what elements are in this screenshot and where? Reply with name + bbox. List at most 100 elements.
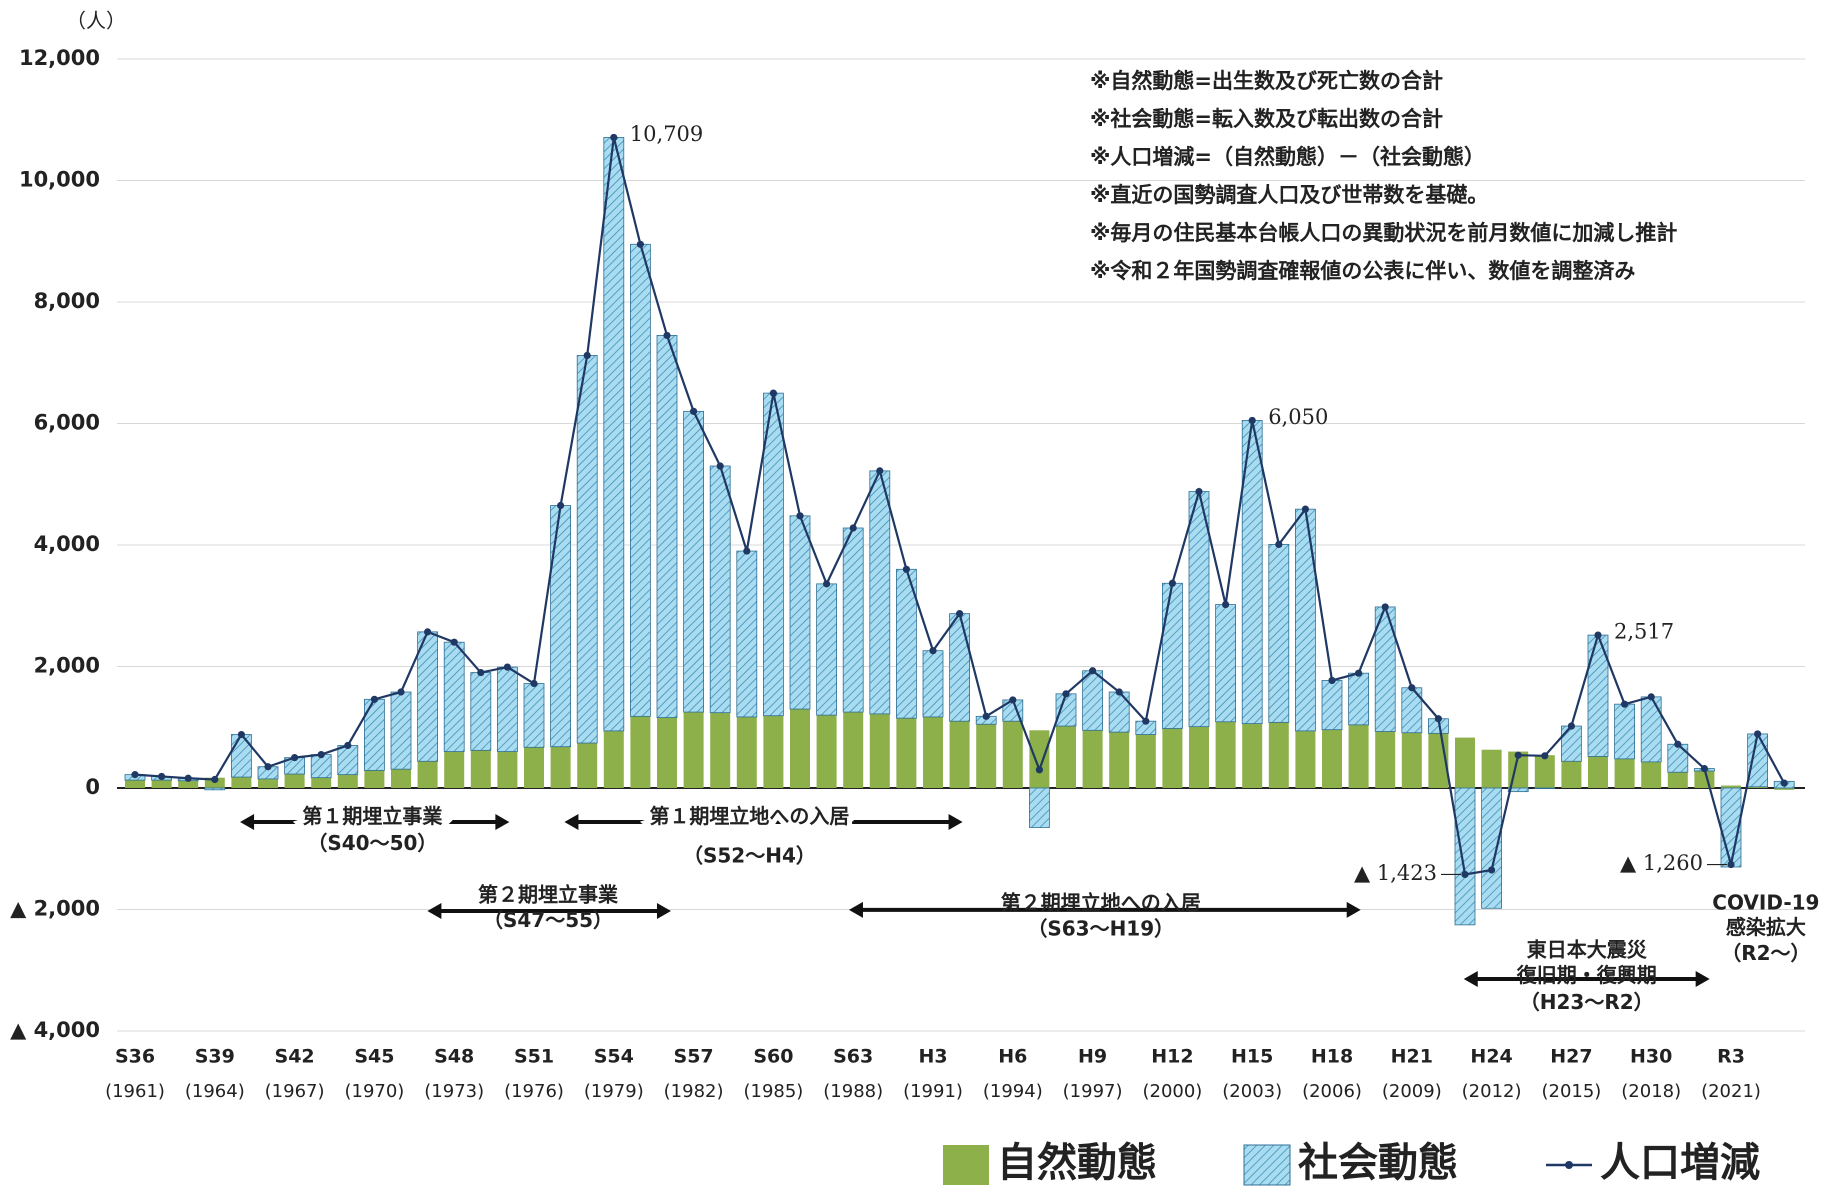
line-marker [690, 407, 698, 415]
line-marker [583, 351, 591, 360]
y-tick-label: 8,000 [34, 289, 100, 313]
line-marker [823, 580, 831, 588]
x-tick-label: S42 [275, 1046, 315, 1068]
bar [709, 465, 731, 714]
bar [1640, 696, 1662, 763]
line-marker [1142, 717, 1150, 725]
bar [1481, 787, 1502, 909]
line-marker [317, 750, 325, 759]
bar [1641, 761, 1662, 788]
x-tick-label: H21 [1391, 1046, 1433, 1068]
bar [1667, 772, 1688, 788]
x-tick-label: S60 [753, 1046, 793, 1068]
bar [1375, 731, 1396, 788]
arrow-head [240, 814, 255, 831]
line-marker [1647, 693, 1655, 701]
bar [258, 778, 278, 788]
bar [1348, 672, 1369, 726]
line-marker [1567, 722, 1575, 730]
line-marker [1035, 766, 1043, 774]
line-marker [929, 647, 937, 655]
x-tick-label: S57 [674, 1046, 714, 1068]
x-tick-year: (1976) [504, 1081, 564, 1102]
line-marker [1355, 669, 1363, 677]
bar [1321, 680, 1343, 731]
bar [576, 355, 598, 744]
bar [1614, 758, 1635, 788]
x-tick-year: (1997) [1063, 1081, 1123, 1102]
line-marker [397, 688, 405, 696]
y-tick-label: 0 [85, 775, 100, 799]
bar [1162, 728, 1183, 788]
bar [1322, 729, 1342, 788]
line-marker [1754, 730, 1762, 738]
bar [603, 730, 624, 788]
bar [1507, 787, 1529, 793]
line-marker [902, 565, 911, 573]
x-tick-year: (1988) [823, 1081, 883, 1102]
arrow-head [495, 814, 510, 831]
value-label: 6,050 [1268, 405, 1328, 429]
line-marker [1514, 751, 1522, 759]
bar [843, 712, 864, 788]
x-tick-label: S54 [594, 1046, 634, 1068]
legend-label: 社会動態 [1298, 1140, 1458, 1186]
bar [949, 721, 970, 788]
line-marker [264, 763, 272, 771]
bar [1268, 722, 1289, 788]
line-marker [1461, 870, 1469, 879]
line-marker [1594, 631, 1602, 639]
line-marker [1275, 540, 1283, 548]
line-marker [1115, 688, 1123, 696]
y-tick-label: ▲ 4,000 [10, 1018, 100, 1042]
line-marker [211, 775, 219, 784]
x-tick-label: S45 [354, 1046, 394, 1068]
x-tick-year: (1970) [344, 1081, 404, 1102]
line-marker [876, 467, 884, 475]
bar [550, 505, 571, 748]
arrow-head [1463, 970, 1478, 987]
bar [178, 780, 199, 788]
line-marker [184, 774, 192, 782]
bar [1667, 743, 1689, 773]
y-tick-label: 10,000 [19, 168, 100, 192]
annotation: （S40～50） [307, 831, 437, 855]
bar [1108, 691, 1130, 733]
bar [1694, 770, 1715, 788]
bar [683, 712, 704, 788]
bar [710, 712, 731, 788]
arrow-head [1695, 970, 1710, 987]
bar [736, 550, 758, 718]
bar [125, 780, 145, 788]
bar [337, 774, 358, 788]
bar [1561, 725, 1582, 762]
x-tick-label: H12 [1151, 1046, 1193, 1068]
line-marker [1541, 752, 1549, 760]
line-marker [1062, 690, 1070, 698]
bar [391, 769, 411, 788]
value-label: 10,709 [630, 122, 703, 146]
line-marker [1408, 684, 1416, 692]
bar [922, 650, 944, 718]
y-tick-label: ▲ 2,000 [10, 897, 100, 921]
bar [1295, 730, 1316, 788]
bar [816, 583, 837, 716]
bar [1747, 733, 1768, 788]
line-marker [636, 240, 645, 248]
legend-marker [1565, 1161, 1573, 1169]
line-marker [530, 679, 538, 688]
bar [230, 734, 252, 778]
bar [390, 691, 412, 770]
bar [1082, 730, 1103, 788]
bar [1588, 756, 1608, 788]
bar [364, 770, 385, 788]
legend-label: 人口増減 [1600, 1140, 1760, 1186]
x-tick-year: (2012) [1462, 1081, 1522, 1102]
line-marker [716, 462, 724, 470]
arrow-head [848, 901, 863, 918]
line-marker [1434, 715, 1442, 723]
note: ※毎月の住民基本台帳人口の異動状況を前月数値に加減し推計 [1090, 221, 1677, 245]
bar [683, 410, 704, 713]
x-tick-year: (2015) [1541, 1081, 1601, 1102]
x-tick-year: (1994) [983, 1081, 1043, 1102]
